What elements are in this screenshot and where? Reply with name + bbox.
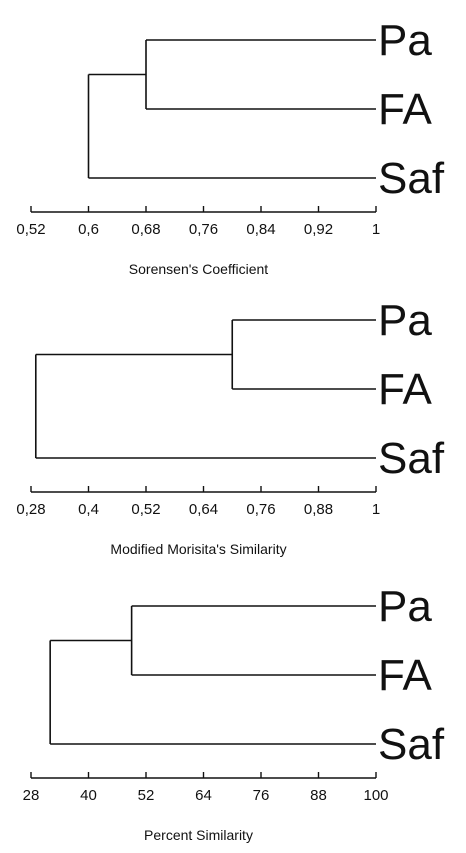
x-axis-title: Percent Similarity [144, 827, 253, 843]
x-tick-label: 64 [195, 787, 212, 804]
dendrogram-panel-sorensen: Pa FA Saf 0,52 0,6 0,68 0,76 0,84 0,92 1 Sorensen'… [16, 16, 444, 277]
dendrogram-panel-morisita: Pa FA Saf 0,28 0,4 0,52 0,64 0,76 0,88 1 Modified … [16, 296, 444, 557]
x-tick-label: 100 [363, 787, 388, 804]
x-tick-label: 0,52 [131, 501, 160, 518]
leaf-label-saf: Saf [378, 720, 445, 769]
x-axis-title: Sorensen's Coefficient [129, 261, 268, 277]
x-tick-label: 52 [138, 787, 155, 804]
x-tick-label: 0,76 [189, 221, 218, 238]
x-tick-label: 0,68 [131, 221, 160, 238]
x-tick-label: 0,4 [78, 501, 99, 518]
x-tick-label: 0,52 [16, 221, 45, 238]
x-tick-label: 88 [310, 787, 327, 804]
leaf-label-fa: FA [378, 365, 432, 414]
leaf-label-pa: Pa [378, 582, 432, 631]
x-tick-label: 0,88 [304, 501, 333, 518]
x-tick-label: 0,92 [304, 221, 333, 238]
x-tick-label: 76 [253, 787, 270, 804]
x-tick-label: 0,64 [189, 501, 218, 518]
leaf-label-fa: FA [378, 85, 432, 134]
x-tick-label: 1 [372, 221, 380, 238]
leaf-label-saf: Saf [378, 434, 445, 483]
leaf-label-saf: Saf [378, 154, 445, 203]
x-axis-title: Modified Morisita's Similarity [110, 541, 286, 557]
x-tick-label: 0,76 [246, 501, 275, 518]
x-tick-label: 1 [372, 501, 380, 518]
x-tick-label: 0,6 [78, 221, 99, 238]
x-tick-label: 0,84 [246, 221, 275, 238]
dendrogram-panel-percent: Pa FA Saf 28 40 52 64 76 88 100 Percent Similarity [23, 582, 445, 843]
leaf-label-pa: Pa [378, 16, 432, 65]
x-tick-label: 0,28 [16, 501, 45, 518]
x-tick-label: 40 [80, 787, 97, 804]
x-tick-label: 28 [23, 787, 40, 804]
leaf-label-fa: FA [378, 651, 432, 700]
leaf-label-pa: Pa [378, 296, 432, 345]
